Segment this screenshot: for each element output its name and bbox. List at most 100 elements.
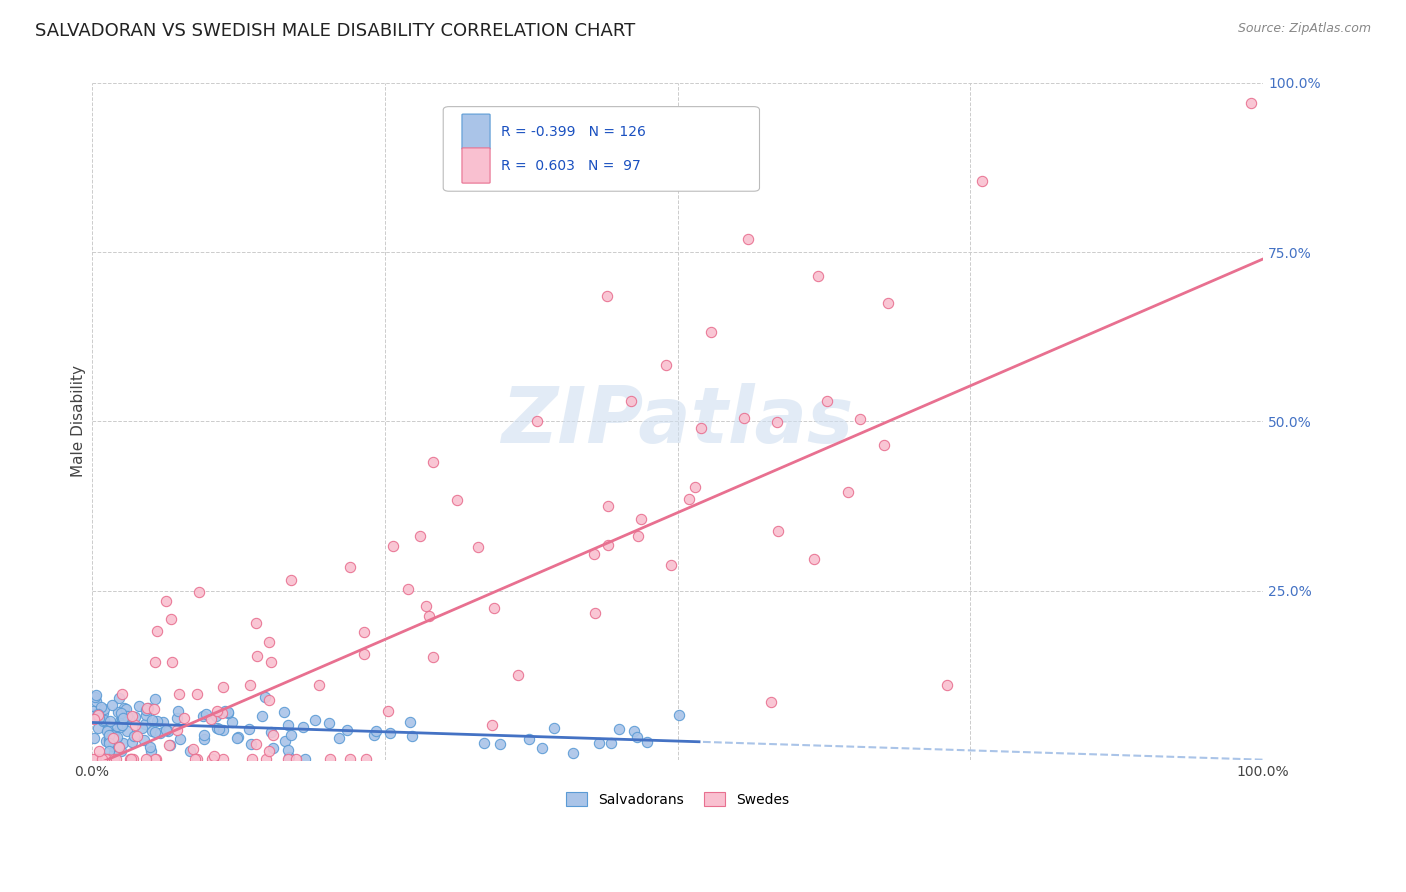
Point xyxy=(409,529,432,543)
Legend: Salvadorans, Swedes: Salvadorans, Swedes xyxy=(558,785,796,814)
Point xyxy=(245,616,267,631)
Point xyxy=(291,720,314,734)
Point xyxy=(146,714,169,729)
Point xyxy=(105,730,128,744)
Point xyxy=(517,732,540,747)
Point xyxy=(481,718,503,732)
Point xyxy=(328,731,350,745)
Point xyxy=(141,744,163,758)
Point xyxy=(221,714,243,729)
Point xyxy=(84,752,107,766)
Point xyxy=(103,739,125,753)
Point xyxy=(273,705,295,719)
Point xyxy=(118,752,141,766)
Point xyxy=(90,699,112,714)
Point xyxy=(181,742,204,756)
Point xyxy=(600,736,623,750)
Point xyxy=(94,752,117,766)
Point xyxy=(127,730,149,744)
Point xyxy=(807,268,830,283)
Point xyxy=(668,708,690,723)
Point xyxy=(678,491,700,506)
Point xyxy=(935,678,957,692)
Point xyxy=(87,744,110,758)
Point xyxy=(378,725,401,739)
Point xyxy=(124,718,146,732)
Point xyxy=(136,700,159,714)
Point xyxy=(155,723,177,738)
Point xyxy=(96,723,118,738)
Point xyxy=(422,455,444,469)
Point xyxy=(294,752,316,766)
Point xyxy=(83,731,105,746)
Point xyxy=(98,728,121,742)
Point xyxy=(101,728,124,742)
Point xyxy=(217,706,239,720)
Point xyxy=(157,724,180,739)
Y-axis label: Male Disability: Male Disability xyxy=(72,366,86,477)
Point xyxy=(107,739,129,754)
Point xyxy=(254,752,277,766)
Point xyxy=(112,700,135,714)
Point xyxy=(160,655,183,669)
Point xyxy=(246,649,269,664)
Point xyxy=(353,625,375,640)
Point xyxy=(396,582,419,597)
Point xyxy=(273,733,295,747)
Point xyxy=(110,716,132,731)
Point xyxy=(117,712,139,726)
Point xyxy=(96,734,118,748)
Point xyxy=(97,743,120,757)
Point xyxy=(205,705,228,719)
Point xyxy=(245,738,267,752)
Point xyxy=(169,732,191,747)
Point xyxy=(970,174,993,188)
Point xyxy=(239,678,262,692)
Point xyxy=(87,708,110,723)
Point xyxy=(733,411,755,425)
Point xyxy=(122,752,145,766)
Point xyxy=(214,704,236,718)
Point xyxy=(304,713,326,727)
Point xyxy=(607,722,630,736)
Point xyxy=(659,558,682,573)
Point xyxy=(110,687,132,701)
Point xyxy=(86,688,108,702)
Point xyxy=(257,692,280,706)
Point xyxy=(141,724,163,739)
Point xyxy=(186,752,208,766)
Point xyxy=(630,512,652,526)
Point xyxy=(353,648,375,662)
Point xyxy=(530,740,553,755)
Point xyxy=(82,704,104,718)
Point xyxy=(803,552,825,566)
Point xyxy=(280,574,302,588)
Point xyxy=(118,713,141,727)
Point xyxy=(159,739,181,753)
Text: ZIPatlas: ZIPatlas xyxy=(502,384,853,459)
Point xyxy=(143,702,166,716)
Point xyxy=(103,726,125,740)
Point xyxy=(257,744,280,758)
Point xyxy=(100,698,122,712)
Point xyxy=(238,722,260,736)
FancyBboxPatch shape xyxy=(463,148,491,183)
Point xyxy=(543,722,565,736)
Point xyxy=(101,727,124,741)
Point xyxy=(482,600,505,615)
Point xyxy=(401,729,423,743)
Point xyxy=(167,704,190,718)
Point xyxy=(208,722,231,736)
Point xyxy=(212,680,235,694)
Point xyxy=(105,719,128,733)
Point xyxy=(82,752,104,766)
Point xyxy=(103,745,125,759)
Text: Source: ZipAtlas.com: Source: ZipAtlas.com xyxy=(1237,22,1371,36)
Point xyxy=(187,584,209,599)
Point xyxy=(240,752,263,766)
Point xyxy=(654,358,676,372)
Point xyxy=(472,736,495,750)
Point xyxy=(115,709,138,723)
Point xyxy=(259,725,281,739)
Point xyxy=(415,599,437,613)
